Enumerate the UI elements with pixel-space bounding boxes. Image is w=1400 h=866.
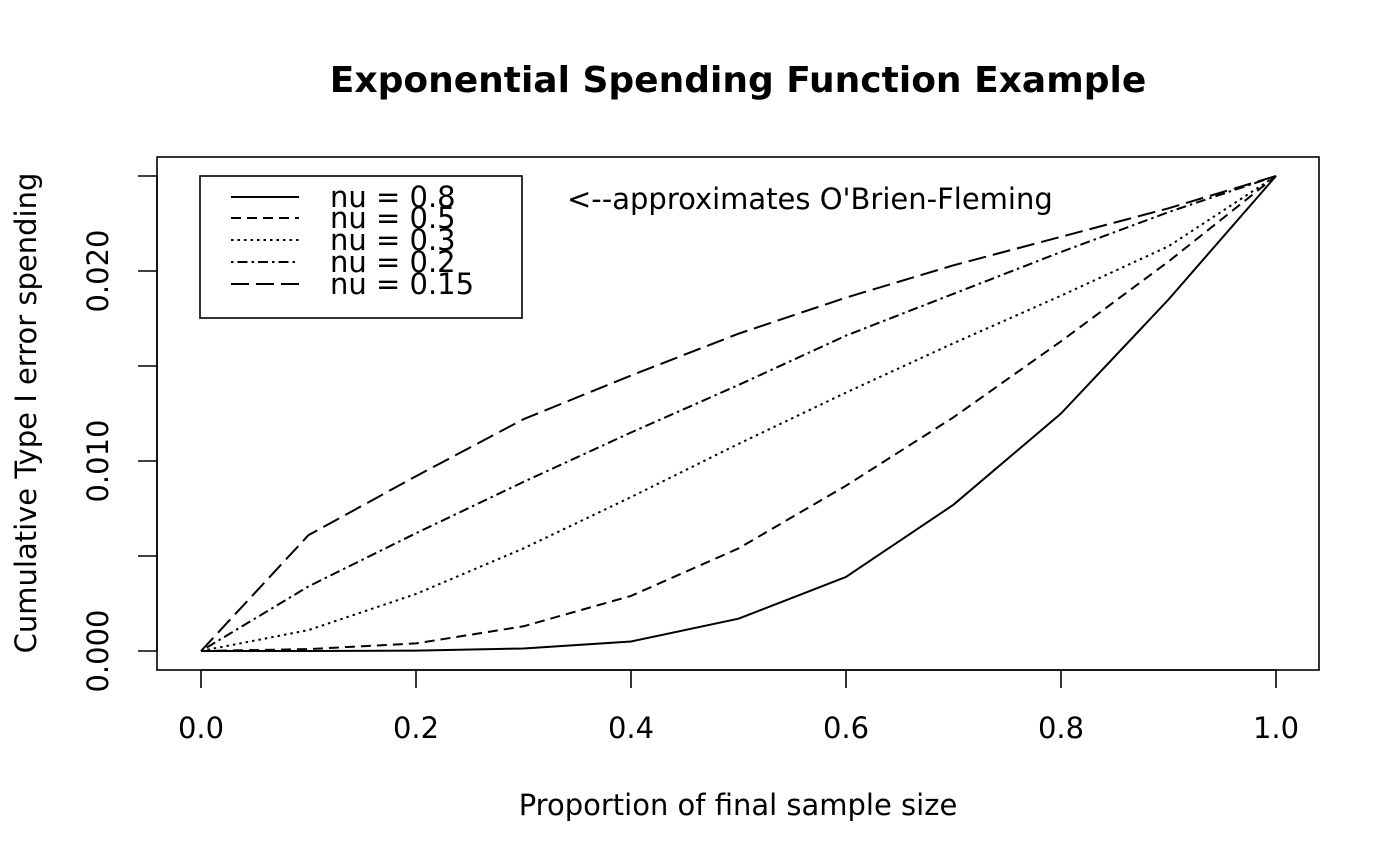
legend-label-3: nu = 0.3 (330, 223, 456, 257)
y-tick-label: 0.010 (81, 419, 115, 502)
series-line-4 (200, 175, 1277, 652)
legend-box (199, 175, 523, 319)
x-tick-label: 0.0 (178, 711, 224, 745)
x-axis: 0.0 0.2 0.4 0.6 0.8 1.0 (178, 669, 1299, 745)
series-line-5 (200, 175, 1277, 652)
x-tick-label: 0.2 (393, 711, 439, 745)
series-line-2 (200, 175, 1277, 652)
y-tick-label: 0.020 (81, 229, 115, 312)
legend-label-5: nu = 0.15 (330, 267, 474, 301)
series-layer (200, 175, 1277, 652)
y-axis-label: Cumulative Type I error spending (9, 173, 43, 654)
x-tick-label: 0.4 (608, 711, 654, 745)
series-line-3 (200, 175, 1277, 652)
y-tick-label: 0.000 (81, 609, 115, 692)
annotation-obrien-fleming: <--approximates O'Brien-Fleming (567, 182, 1053, 216)
legend-label-1: nu = 0.8 (330, 180, 456, 214)
series-line-1 (201, 175, 1277, 652)
x-tick-label: 0.8 (1038, 711, 1084, 745)
legend-label-4: nu = 0.2 (330, 245, 456, 279)
x-tick-label: 0.6 (823, 711, 869, 745)
x-tick-label: 1.0 (1253, 711, 1299, 745)
legend: nu = 0.8nu = 0.5nu = 0.3nu = 0.2nu = 0.1… (199, 175, 523, 319)
chart-title: Exponential Spending Function Example (330, 60, 1146, 101)
y-axis: 0.000 0.010 0.020 (81, 175, 158, 693)
legend-label-2: nu = 0.5 (330, 201, 456, 235)
x-axis-label: Proportion of final sample size (519, 788, 958, 822)
